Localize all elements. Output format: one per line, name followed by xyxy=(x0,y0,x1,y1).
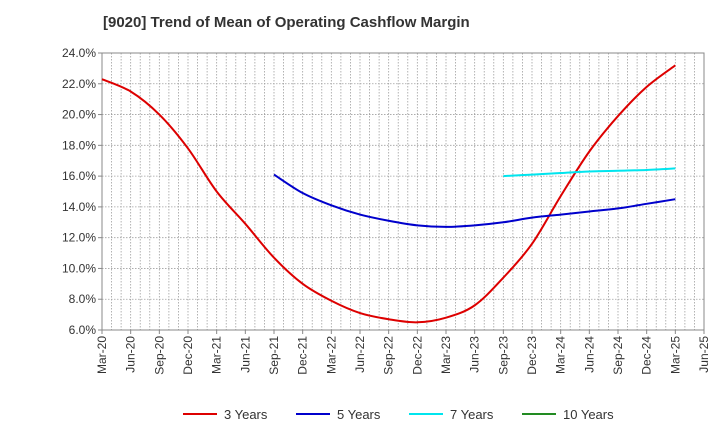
y-tick-label: 8.0% xyxy=(69,292,97,306)
x-tick-label: Dec-22 xyxy=(410,336,424,375)
x-tick-label: Mar-25 xyxy=(668,336,682,374)
x-tick-label: Sep-23 xyxy=(496,336,510,375)
legend-label: 7 Years xyxy=(450,407,494,422)
x-tick-label: Mar-21 xyxy=(210,336,224,374)
series-line-5-years xyxy=(273,173,676,228)
y-tick-label: 10.0% xyxy=(62,261,96,275)
legend-label: 5 Years xyxy=(337,407,381,422)
x-tick-label: Sep-21 xyxy=(267,336,281,375)
x-tick-label: Sep-24 xyxy=(611,336,625,375)
x-tick-label: Mar-24 xyxy=(554,336,568,374)
x-tick-label: Jun-21 xyxy=(238,336,252,373)
x-tick-label: Sep-22 xyxy=(382,336,396,375)
y-tick-label: 12.0% xyxy=(62,231,96,245)
x-tick-label: Mar-20 xyxy=(95,336,109,374)
x-tick-label: Dec-21 xyxy=(296,336,310,375)
x-tick-label: Jun-25 xyxy=(697,336,711,373)
y-tick-label: 6.0% xyxy=(69,323,97,337)
x-tick-label: Dec-24 xyxy=(640,336,654,375)
series-line-7-years xyxy=(503,167,676,178)
y-tick-label: 14.0% xyxy=(62,200,96,214)
x-tick-label: Jun-20 xyxy=(124,336,138,373)
x-tick-label: Sep-20 xyxy=(152,336,166,375)
x-tick-label: Dec-23 xyxy=(525,336,539,375)
chart-title: [9020] Trend of Mean of Operating Cashfl… xyxy=(103,14,470,31)
legend-label: 3 Years xyxy=(224,407,268,422)
plot-area xyxy=(102,53,704,330)
series-line-3-years xyxy=(101,64,676,324)
x-tick-label: Dec-20 xyxy=(181,336,195,375)
y-tick-label: 18.0% xyxy=(62,138,96,152)
x-tick-label: Jun-22 xyxy=(353,336,367,373)
y-tick-label: 24.0% xyxy=(62,46,96,60)
x-tick-label: Mar-23 xyxy=(439,336,453,374)
y-tick-label: 22.0% xyxy=(62,77,96,91)
x-tick-label: Mar-22 xyxy=(324,336,338,374)
y-tick-label: 20.0% xyxy=(62,108,96,122)
y-tick-label: 16.0% xyxy=(62,169,96,183)
x-tick-label: Jun-24 xyxy=(582,336,596,373)
legend-label: 10 Years xyxy=(563,407,614,422)
plot-border xyxy=(101,52,705,331)
x-tick-label: Jun-23 xyxy=(468,336,482,373)
